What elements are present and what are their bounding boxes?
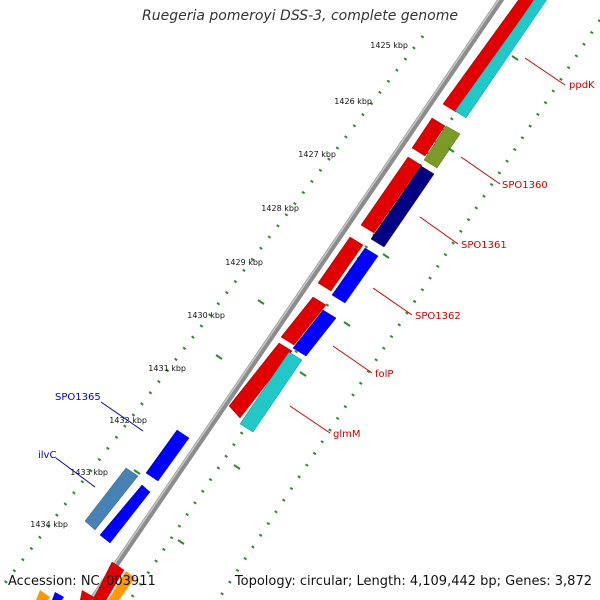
kbp-label: 1425 kbp [370, 41, 408, 50]
tick-mark [382, 253, 390, 259]
gene-folp[interactable] [292, 309, 337, 357]
gene-spo1361[interactable] [370, 165, 435, 248]
cds-spo1360[interactable] [411, 117, 446, 157]
cds-glmm[interactable] [228, 342, 293, 419]
gene-label-spo1360[interactable]: SPO1360 [502, 180, 548, 191]
accession-label: Accession: NC_003911 [8, 574, 156, 589]
tick-mark [233, 464, 241, 470]
cds-track [80, 0, 537, 600]
kbp-label: 1427 kbp [298, 150, 336, 159]
leader-ppdk [524, 57, 566, 86]
kbp-label: 1426 kbp [334, 97, 372, 106]
tick-mark [299, 371, 307, 377]
map-title: Ruegeria pomeroyi DSS-3, complete genome [142, 8, 458, 24]
gene-label-leaders [55, 57, 566, 488]
gc-track-dots [216, 19, 600, 600]
gene-ilvc-1[interactable] [84, 467, 139, 531]
cds-folp[interactable] [280, 296, 327, 346]
gene-label-spo1361[interactable]: SPO1361 [461, 240, 507, 251]
tick-mark [257, 299, 265, 305]
leader-ilvc [55, 457, 96, 488]
cds-bottom[interactable] [92, 561, 125, 600]
gene-bottom-orange-2[interactable] [36, 590, 50, 600]
gene-bottom-orange[interactable] [108, 571, 135, 600]
leader-spo1365 [100, 401, 144, 432]
gene-spo1360[interactable] [423, 125, 461, 169]
gene-ppdk[interactable] [454, 0, 550, 119]
gene-label-spo1362[interactable]: SPO1362 [415, 311, 461, 322]
gene-labels: ppdK SPO1360 SPO1361 SPO1362 folP glmM S… [38, 80, 595, 461]
tick-mark [215, 354, 223, 360]
leader-spo1362 [372, 287, 413, 316]
gene-bottom-blue[interactable] [52, 592, 64, 600]
gene-label-spo1365[interactable]: SPO1365 [55, 392, 101, 403]
cds-bottom-2[interactable] [80, 590, 94, 600]
kbp-label: 1431 kbp [148, 364, 186, 373]
leader-spo1360 [460, 156, 501, 185]
gene-label-ilvc[interactable]: ilvC [38, 450, 56, 461]
gene-spo1365[interactable] [145, 429, 190, 482]
cds-spo1361[interactable] [360, 156, 422, 234]
gene-glmm[interactable] [239, 351, 303, 433]
tick-mark [447, 147, 455, 153]
kbp-labels: 1425 kbp 1426 kbp 1427 kbp 1428 kbp 1429… [30, 41, 408, 529]
cds-spo1362[interactable] [317, 236, 364, 292]
genome-summary: Topology: circular; Length: 4,109,442 bp… [234, 574, 592, 589]
tick-mark [343, 321, 351, 327]
gene-spo1362[interactable] [331, 247, 379, 304]
leader-spo1361 [419, 216, 459, 245]
tick-mark [177, 539, 185, 545]
cds-ppdk[interactable] [442, 0, 537, 113]
kbp-label: 1428 kbp [261, 204, 299, 213]
gene-label-folp[interactable]: folP [375, 369, 393, 380]
kbp-label: 1434 kbp [30, 520, 68, 529]
gene-label-glmm[interactable]: glmM [333, 429, 361, 440]
tick-mark [133, 469, 141, 475]
kbp-label: 1433 kbp [70, 468, 108, 477]
leader-folp [332, 345, 373, 374]
kbp-label: 1429 kbp [225, 258, 263, 267]
genome-backbone-highlight [89, 0, 500, 600]
tick-mark [511, 55, 519, 61]
kbp-label: 1430 kbp [187, 311, 225, 320]
genome-backbone [89, 0, 505, 600]
gene-ilvc-2[interactable] [99, 484, 151, 544]
kbp-tick-marks [133, 55, 519, 545]
leader-glmm [289, 405, 331, 434]
gene-track [36, 0, 550, 600]
gene-label-ppdk[interactable]: ppdK [569, 80, 595, 91]
